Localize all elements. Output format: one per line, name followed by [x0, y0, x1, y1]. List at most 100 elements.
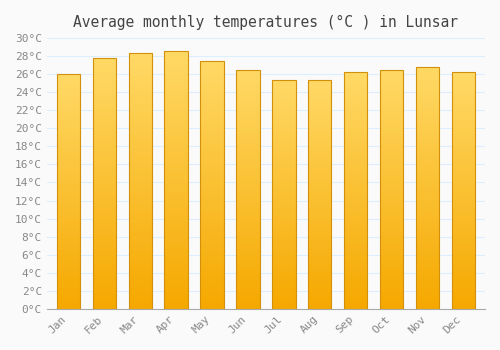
Bar	[128, 275, 152, 278]
Bar	[344, 172, 368, 174]
Bar	[344, 219, 368, 221]
Bar	[92, 221, 116, 224]
Bar	[200, 222, 224, 224]
Bar	[416, 89, 439, 91]
Bar	[380, 249, 404, 251]
Bar	[92, 206, 116, 209]
Bar	[164, 301, 188, 303]
Bar	[56, 152, 80, 154]
Bar	[272, 128, 295, 130]
Bar	[236, 280, 260, 282]
Bar	[452, 193, 475, 195]
Bar	[128, 212, 152, 214]
Bar	[164, 126, 188, 128]
Bar	[56, 112, 80, 114]
Bar	[128, 54, 152, 56]
Bar	[416, 273, 439, 275]
Bar	[272, 210, 295, 212]
Bar	[92, 173, 116, 176]
Bar	[344, 214, 368, 217]
Bar	[56, 156, 80, 159]
Bar	[272, 295, 295, 297]
Bar	[416, 268, 439, 270]
Bar	[416, 176, 439, 178]
Bar	[308, 100, 332, 103]
Bar	[344, 254, 368, 257]
Bar	[308, 249, 332, 251]
Bar	[380, 218, 404, 220]
Bar	[92, 261, 116, 264]
Bar	[308, 238, 332, 240]
Bar	[164, 257, 188, 260]
Bar	[344, 210, 368, 212]
Bar	[344, 160, 368, 162]
Bar	[452, 243, 475, 245]
Bar	[272, 258, 295, 261]
Bar	[56, 238, 80, 241]
Bar	[452, 205, 475, 207]
Bar	[200, 286, 224, 289]
Bar	[272, 123, 295, 125]
Bar	[128, 127, 152, 130]
Bar	[164, 208, 188, 211]
Bar	[308, 245, 332, 247]
Bar	[128, 64, 152, 66]
Bar	[128, 99, 152, 102]
Bar	[272, 181, 295, 183]
Bar	[416, 108, 439, 111]
Bar	[344, 207, 368, 210]
Bar	[164, 267, 188, 270]
Bar	[272, 146, 295, 148]
Bar	[128, 191, 152, 194]
Bar	[236, 96, 260, 98]
Bar	[128, 135, 152, 138]
Bar	[272, 240, 295, 242]
Bar	[128, 140, 152, 143]
Bar	[344, 224, 368, 226]
Bar	[92, 111, 116, 113]
Bar	[164, 162, 188, 164]
Bar	[236, 189, 260, 191]
Bar	[200, 170, 224, 172]
Bar	[56, 248, 80, 250]
Bar	[308, 201, 332, 203]
Bar	[236, 306, 260, 309]
Bar	[164, 299, 188, 301]
Bar	[272, 91, 295, 93]
Bar	[416, 253, 439, 255]
Bar	[380, 175, 404, 177]
Bar	[308, 208, 332, 210]
Bar	[308, 139, 332, 141]
Bar	[92, 209, 116, 211]
Bar	[164, 58, 188, 61]
Bar	[200, 93, 224, 96]
Bar	[416, 118, 439, 120]
Bar	[200, 100, 224, 103]
Bar	[344, 266, 368, 268]
Bar	[128, 97, 152, 99]
Bar	[452, 91, 475, 94]
Bar	[200, 153, 224, 155]
Bar	[308, 158, 332, 160]
Bar	[56, 231, 80, 234]
Bar	[452, 285, 475, 287]
Bar	[200, 195, 224, 197]
Bar	[416, 222, 439, 224]
Bar	[308, 185, 332, 187]
Bar	[236, 223, 260, 225]
Bar	[128, 112, 152, 115]
Bar	[416, 144, 439, 147]
Bar	[164, 306, 188, 309]
Bar	[308, 190, 332, 192]
Bar	[272, 162, 295, 164]
Bar	[380, 282, 404, 285]
Bar	[308, 121, 332, 123]
Bar	[164, 107, 188, 110]
Bar	[92, 291, 116, 294]
Bar	[164, 280, 188, 283]
Bar	[272, 100, 295, 103]
Bar	[344, 176, 368, 179]
Bar	[344, 240, 368, 243]
Bar	[416, 285, 439, 287]
Bar	[308, 226, 332, 229]
